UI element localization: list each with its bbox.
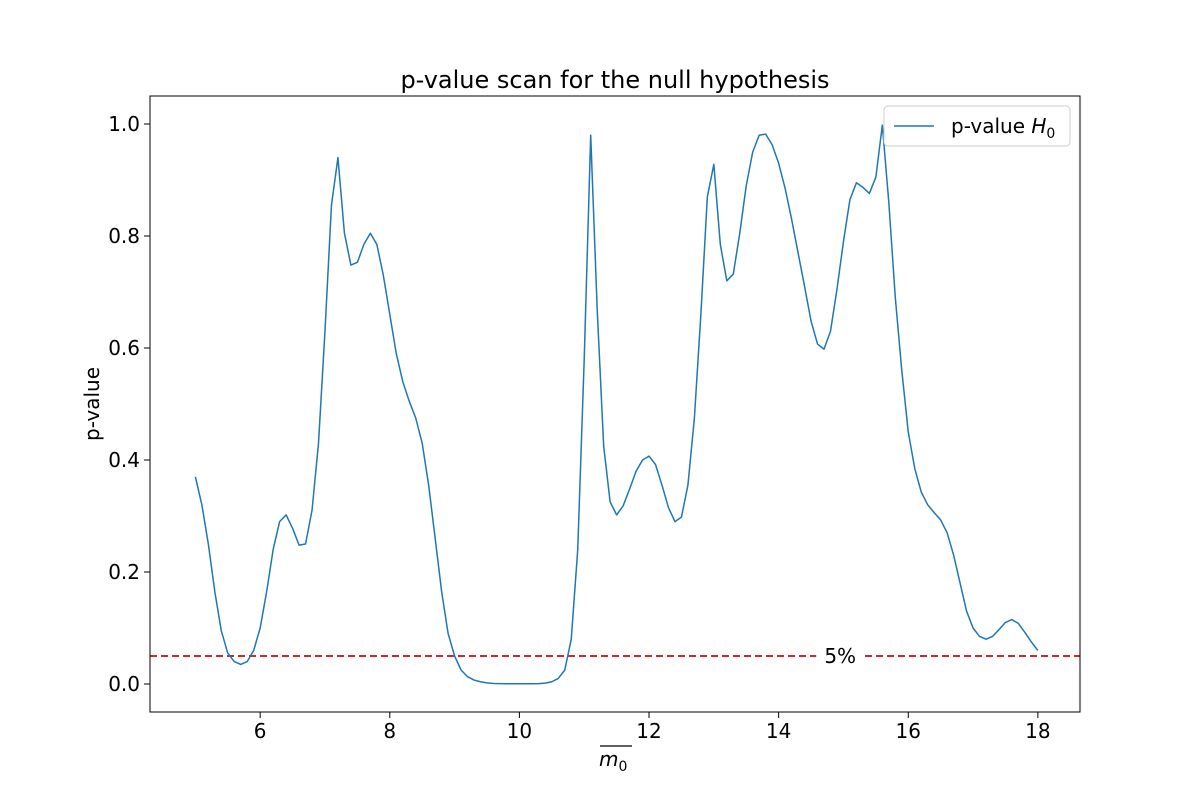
y-axis-label: p-value — [80, 367, 104, 441]
legend-box — [883, 105, 1071, 147]
legend: p-value H0 — [883, 105, 1071, 147]
chart-title: p-value scan for the null hypothesis — [400, 66, 829, 94]
svg-text:p-value H0: p-value H0 — [951, 114, 1055, 142]
x-axis-label-sub: 0 — [618, 759, 627, 775]
threshold-label-background — [816, 643, 865, 669]
x-tick-label: 6 — [254, 719, 267, 743]
plot-frame — [149, 95, 1081, 713]
x-axis-label: m0 — [599, 745, 632, 775]
threshold-label: 5% — [824, 644, 856, 668]
svg-text:m0: m0 — [599, 747, 627, 775]
x-tick-label: 12 — [636, 719, 661, 743]
y-tick-label: 1.0 — [108, 112, 140, 136]
x-tick-label: 18 — [1025, 719, 1050, 743]
legend-label-text: p-value — [951, 114, 1031, 138]
x-tick-label: 16 — [896, 719, 921, 743]
x-tick-label: 8 — [383, 719, 396, 743]
y-tick-label: 0.4 — [108, 448, 140, 472]
x-tick-label: 10 — [507, 719, 532, 743]
y-tick-label: 0.6 — [108, 336, 140, 360]
y-tick-label: 0.2 — [108, 560, 140, 584]
y-tick-label: 0.0 — [108, 672, 140, 696]
legend-label-sub: 0 — [1046, 126, 1055, 142]
legend-label-var: H — [1031, 114, 1046, 138]
series-line-0 — [194, 124, 1039, 685]
x-axis-label-var: m — [599, 747, 618, 771]
x-tick-label: 14 — [766, 719, 791, 743]
y-tick-label: 0.8 — [108, 224, 140, 248]
